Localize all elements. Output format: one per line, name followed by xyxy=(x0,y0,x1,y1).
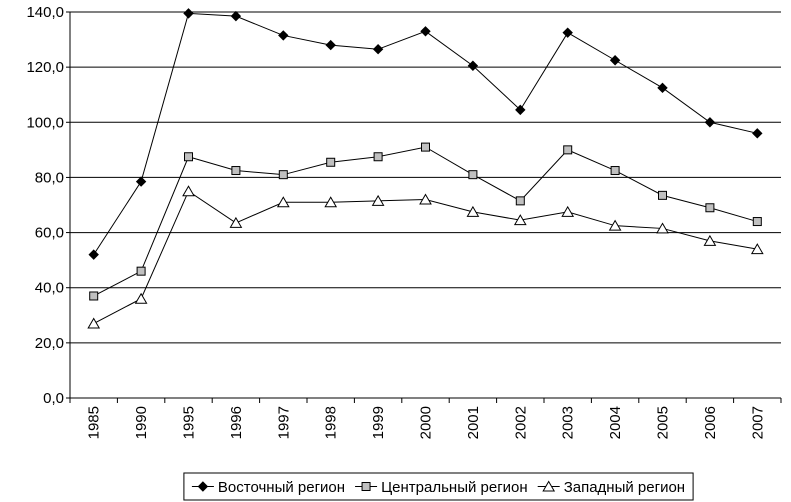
data-point xyxy=(184,152,193,162)
data-point xyxy=(231,166,241,176)
data-point xyxy=(750,243,764,255)
data-point xyxy=(752,217,762,227)
data-point xyxy=(326,157,336,167)
data-point xyxy=(656,222,669,234)
data-point xyxy=(563,145,573,155)
x-tick-label: 2004 xyxy=(607,406,624,439)
y-tick-label: 60,0 xyxy=(35,225,64,242)
y-tick-label: 120,0 xyxy=(26,59,64,76)
data-point xyxy=(89,291,99,301)
data-point xyxy=(372,44,384,55)
legend-label: Западный регион xyxy=(564,479,685,496)
data-point xyxy=(608,219,622,231)
data-point xyxy=(135,176,147,187)
x-tick-label: 1999 xyxy=(370,406,387,439)
legend: Восточный регион Центральный регион Западн… xyxy=(183,472,694,501)
x-tick-label: 1998 xyxy=(323,406,340,439)
data-point xyxy=(183,8,194,19)
data-point xyxy=(276,196,290,208)
x-tick-label: 2000 xyxy=(418,406,435,439)
data-point xyxy=(610,166,620,176)
data-point xyxy=(278,170,288,180)
x-tick-label: 2003 xyxy=(560,406,577,439)
legend-label: Центральный регион xyxy=(381,479,528,496)
legend-item: Западный регион xyxy=(537,479,685,496)
x-tick-label: 2002 xyxy=(512,406,529,439)
x-tick-label: 2007 xyxy=(749,406,766,439)
data-point xyxy=(609,55,621,66)
data-point xyxy=(705,203,715,213)
x-tick-label: 1996 xyxy=(228,406,245,439)
legend-item: Центральный регион xyxy=(355,479,528,496)
data-point xyxy=(278,30,289,41)
data-point xyxy=(87,317,101,329)
legend-marker xyxy=(197,481,209,492)
y-tick-label: 20,0 xyxy=(35,335,64,352)
x-tick-label: 1997 xyxy=(275,406,292,439)
y-tick-label: 40,0 xyxy=(35,280,64,297)
data-point xyxy=(657,82,668,94)
data-point xyxy=(704,117,716,128)
legend-item: Восточный регион xyxy=(191,479,345,496)
data-point xyxy=(515,196,525,206)
series-line xyxy=(93,146,758,297)
data-point xyxy=(134,292,148,304)
data-point xyxy=(658,190,667,200)
data-point xyxy=(420,26,431,37)
y-tick-label: 140,0 xyxy=(26,4,64,21)
legend-box xyxy=(183,472,694,501)
data-point xyxy=(466,205,480,217)
data-point xyxy=(513,214,527,226)
data-point xyxy=(373,152,383,162)
data-point xyxy=(468,170,478,180)
x-tick-label: 1985 xyxy=(86,406,103,439)
series-line xyxy=(93,190,758,324)
legend-marker xyxy=(361,482,371,491)
data-point xyxy=(561,205,575,217)
data-point xyxy=(562,27,573,38)
data-point xyxy=(229,216,243,228)
legend-label: Восточный регион xyxy=(218,479,345,496)
x-tick-label: 2005 xyxy=(655,406,672,439)
data-point xyxy=(421,142,430,152)
data-point xyxy=(467,60,479,71)
x-tick-label: 2006 xyxy=(702,406,719,439)
y-tick-label: 80,0 xyxy=(35,169,64,186)
data-point xyxy=(752,128,763,139)
series-line xyxy=(93,12,758,255)
data-point xyxy=(136,266,146,276)
y-tick-label: 100,0 xyxy=(26,114,64,131)
data-point xyxy=(325,39,336,51)
data-point xyxy=(419,193,432,205)
x-tick-label: 1995 xyxy=(181,406,198,439)
legend-marker xyxy=(542,480,556,492)
data-point xyxy=(88,249,99,260)
data-point xyxy=(371,194,385,206)
y-tick-label: 0,0 xyxy=(43,390,64,407)
data-point xyxy=(515,104,526,116)
data-point xyxy=(703,234,717,246)
x-tick-label: 1990 xyxy=(133,406,150,439)
x-tick-label: 2001 xyxy=(465,406,482,439)
data-point xyxy=(324,196,338,208)
data-point xyxy=(230,10,242,22)
data-point xyxy=(182,185,195,197)
